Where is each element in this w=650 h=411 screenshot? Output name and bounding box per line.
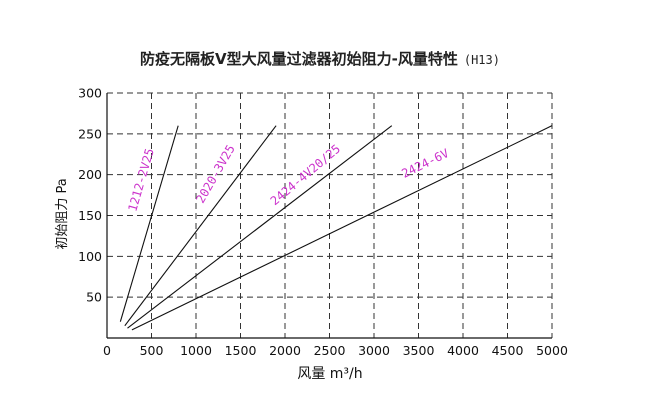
axes — [106, 93, 552, 339]
y-tick-label: 100 — [78, 249, 102, 264]
series-labels: 1212-2V25 2020-3V25 2424-4V20/25 2424-6V — [125, 142, 451, 213]
y-tick-label: 200 — [78, 167, 102, 182]
x-tick-label: 4500 — [492, 343, 524, 358]
x-tick-label: 3000 — [358, 343, 390, 358]
grid — [107, 92, 553, 338]
series-line — [119, 125, 179, 322]
series-label: 1212-2V25 — [125, 147, 156, 213]
x-tick-labels: 0 500 1000 1500 2000 2500 3000 3500 4000 4500 5000 — [103, 343, 568, 358]
x-axis-label: 风量 m³/h — [297, 366, 362, 382]
x-tick-label: 3500 — [403, 343, 435, 358]
y-tick-label: 50 — [86, 290, 102, 305]
x-tick-label: 1500 — [225, 343, 257, 358]
x-tick-label: 5000 — [536, 343, 568, 358]
series-line — [124, 125, 277, 327]
chart-title: 防疫无隔板V型大风量过滤器初始阻力-风量特性 (H13) — [140, 50, 500, 68]
x-tick-label: 2000 — [269, 343, 301, 358]
y-tick-label: 300 — [78, 86, 102, 101]
x-tick-label: 0 — [103, 343, 111, 358]
y-tick-label: 150 — [78, 208, 102, 223]
y-axis-label: 初始阻力 Pa — [55, 178, 70, 249]
series-label: 2424-6V — [399, 146, 451, 181]
x-tick-label: 2500 — [314, 343, 346, 358]
series-lines — [119, 125, 553, 331]
y-tick-label: 250 — [78, 126, 102, 141]
series-line — [127, 125, 393, 329]
series-label: 2020-3V25 — [193, 142, 238, 205]
x-tick-label: 1000 — [180, 343, 212, 358]
x-tick-label: 500 — [140, 343, 164, 358]
x-tick-label: 4000 — [447, 343, 479, 358]
y-tick-labels: 50 100 150 200 250 300 — [78, 86, 102, 305]
series-line — [131, 125, 553, 331]
